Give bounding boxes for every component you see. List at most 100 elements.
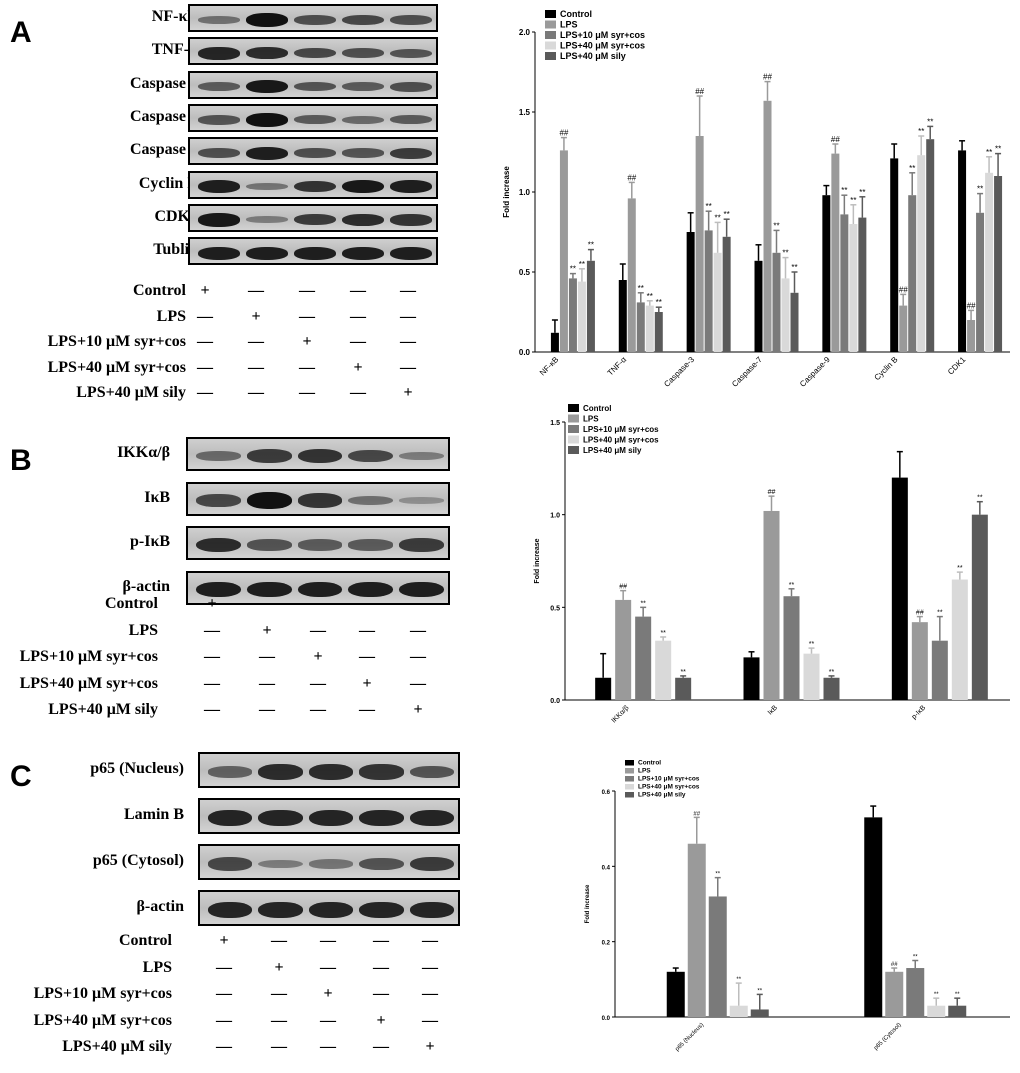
significance-mark: **: [773, 221, 779, 230]
significance-mark: **: [640, 600, 646, 607]
y-tick-label: 0.0: [519, 348, 531, 357]
bar: [951, 579, 968, 700]
minus-sign: —: [299, 358, 315, 376]
legend-swatch: [545, 20, 556, 29]
blot-band: [359, 809, 404, 827]
bar: [885, 971, 904, 1017]
bar: [783, 596, 800, 700]
legend-swatch: [545, 10, 556, 18]
bar: [958, 150, 967, 352]
legend-label: LPS+10 μM syr+cos: [638, 776, 700, 783]
bar: [781, 278, 790, 352]
significance-mark: **: [791, 263, 797, 272]
significance-mark: ##: [693, 811, 700, 817]
blot-band: [246, 47, 288, 60]
minus-sign: —: [197, 358, 213, 376]
minus-sign: —: [422, 932, 438, 949]
blot-band: [390, 115, 432, 125]
blot-band: [246, 79, 288, 94]
legend-swatch: [545, 41, 556, 50]
blot-band: [297, 448, 343, 464]
minus-sign: —: [259, 595, 275, 612]
bar: [763, 510, 780, 700]
blot-band: [208, 901, 253, 919]
minus-sign: —: [359, 701, 375, 718]
bar: [985, 172, 994, 352]
minus-sign: —: [422, 958, 438, 976]
blot-band: [246, 449, 292, 463]
bar: [908, 195, 917, 352]
blot-band: [409, 809, 454, 827]
bar: [686, 232, 695, 352]
blot-band: [208, 809, 253, 827]
minus-sign: —: [410, 648, 426, 665]
blot-band: [342, 246, 384, 260]
treatment-label-lps-10-m-syr-cos: LPS+10 μM syr+cos: [19, 648, 158, 665]
y-tick-label: 0.0: [602, 1016, 611, 1022]
blot-band: [196, 537, 241, 553]
minus-sign: —: [259, 648, 275, 665]
plus-sign: +: [262, 621, 272, 639]
panel-letter-c: C: [10, 760, 32, 793]
bar: [675, 677, 692, 700]
significance-mark: **: [782, 249, 788, 258]
treatment-label-lps-40-m-syr-cos: LPS+40 μM syr+cos: [47, 358, 186, 376]
minus-sign: —: [204, 648, 220, 665]
significance-mark: ##: [763, 73, 772, 82]
blot-band: [390, 147, 432, 159]
x-tick-label: Caspase-7: [730, 355, 764, 389]
x-tick-label: NF-κB: [538, 355, 560, 377]
x-tick-label: IκB: [767, 704, 779, 716]
minus-sign: —: [320, 932, 336, 949]
bar: [618, 280, 627, 352]
blot-label-i-b: IκB: [144, 488, 170, 506]
bar: [803, 653, 820, 700]
bar: [967, 320, 976, 352]
significance-mark: **: [579, 260, 585, 269]
blot-strip-actin: [198, 890, 460, 926]
significance-mark: **: [724, 210, 730, 219]
minus-sign: —: [310, 595, 326, 612]
treatment-label-lps-10-m-syr-cos: LPS+10 μM syr+cos: [47, 333, 186, 350]
bar: [890, 158, 899, 352]
minus-sign: —: [410, 674, 426, 692]
legend-label: LPS: [560, 20, 578, 30]
significance-mark: **: [706, 202, 712, 211]
blot-band: [308, 859, 354, 869]
minus-sign: —: [410, 595, 426, 612]
minus-sign: —: [400, 282, 416, 299]
blot-band: [399, 581, 444, 598]
significance-mark: ##: [831, 135, 840, 144]
minus-sign: —: [373, 932, 389, 949]
blot-band: [258, 859, 303, 869]
blot-band: [246, 492, 292, 509]
legend-swatch: [545, 52, 556, 60]
significance-mark: **: [918, 127, 924, 136]
significance-mark: **: [715, 872, 720, 878]
blot-band: [348, 495, 394, 506]
y-tick-label: 2.0: [519, 28, 531, 37]
blot-band: [390, 213, 432, 226]
significance-mark: **: [656, 298, 662, 307]
significance-mark: **: [588, 241, 594, 250]
x-tick-label: IKKα/β: [611, 704, 631, 724]
y-tick-label: 0.0: [550, 698, 560, 705]
significance-mark: **: [977, 495, 983, 502]
bar: [931, 640, 948, 700]
blot-strip-p65-nucleus: [198, 752, 460, 788]
significance-mark: **: [660, 630, 666, 637]
legend-label: LPS: [638, 768, 651, 775]
plus-sign: +: [353, 358, 363, 376]
plus-sign: +: [274, 958, 284, 976]
blot-band: [308, 809, 354, 827]
x-tick-label: p65 (Nucleus): [675, 1022, 706, 1053]
bar: [994, 176, 1003, 352]
minus-sign: —: [359, 621, 375, 639]
y-tick-label: 0.5: [519, 268, 531, 277]
bar: [971, 514, 988, 700]
y-tick-label: 1.0: [519, 188, 531, 197]
significance-mark: **: [995, 145, 1001, 154]
blot-band: [348, 449, 394, 463]
bar: [743, 657, 760, 700]
significance-mark: ##: [916, 610, 924, 617]
